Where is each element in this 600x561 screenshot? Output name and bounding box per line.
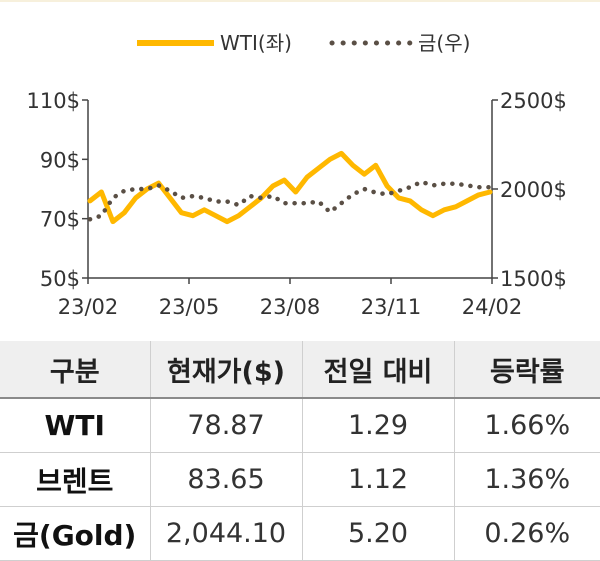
row-label: WTI — [0, 398, 150, 453]
x-tick-label: 23/02 — [58, 295, 119, 319]
price-cell: 2,044.10 — [149, 506, 302, 561]
right-tick-label: 2000$ — [500, 178, 567, 202]
top-rule — [0, 0, 600, 2]
x-tick-label: 23/08 — [260, 295, 321, 319]
rate-cell: 1.66% — [453, 398, 600, 453]
right-tick-label: 2500$ — [500, 89, 567, 113]
wti-series-line — [87, 150, 493, 225]
oil-gold-line-chart: 50$ 70$ 90$ 110$ 1500$ 2000$ 2500$ 23/02 23/05 23… — [27, 31, 567, 319]
table-row: WTI 78.87 1.29 1.66% — [0, 398, 600, 453]
row-label: 금(Gold) — [0, 506, 150, 561]
change-cell: 5.20 — [301, 506, 454, 561]
x-tick-label: 23/11 — [361, 295, 422, 319]
left-tick-label: 70$ — [40, 208, 80, 232]
x-tick-label: 23/05 — [159, 295, 220, 319]
change-cell: 1.12 — [301, 452, 454, 507]
rate-cell: 1.36% — [453, 452, 600, 507]
table-row: 브렌트 83.65 1.12 1.36% — [0, 452, 600, 507]
price-table: 구분 현재가($) 전일 대비 등락률 WTI 78.87 1.29 1.66%… — [0, 341, 600, 561]
header-category: 구분 — [0, 341, 150, 399]
right-tick-label: 1500$ — [500, 267, 567, 291]
left-tick-label: 50$ — [40, 267, 80, 291]
header-change: 전일 대비 — [301, 341, 454, 399]
rate-cell: 0.26% — [453, 506, 600, 561]
header-price: 현재가($) — [149, 341, 302, 399]
left-tick-label: 110$ — [27, 89, 80, 113]
x-tick-label: 24/02 — [462, 295, 523, 319]
left-tick-label: 90$ — [40, 148, 80, 172]
row-label: 브렌트 — [0, 452, 150, 507]
price-cell: 83.65 — [149, 452, 302, 507]
legend-gold-label: 금(우) — [418, 31, 470, 55]
change-cell: 1.29 — [301, 398, 454, 453]
legend-wti-label: WTI(좌) — [220, 31, 292, 55]
table-header-row: 구분 현재가($) 전일 대비 등락률 — [0, 341, 600, 399]
header-rate: 등락률 — [453, 341, 600, 399]
table-row: 금(Gold) 2,044.10 5.20 0.26% — [0, 506, 600, 561]
price-cell: 78.87 — [149, 398, 302, 453]
